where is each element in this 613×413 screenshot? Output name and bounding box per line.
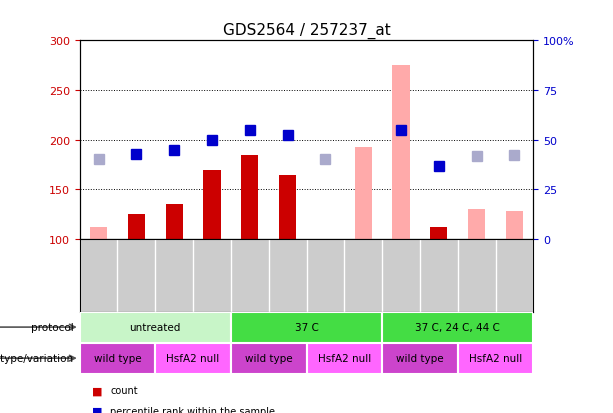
Bar	[242, 155, 258, 240]
Text: ■: ■	[92, 385, 102, 395]
Bar	[204, 170, 221, 240]
Bar	[458, 343, 533, 374]
Bar	[506, 212, 523, 240]
Text: protocol: protocol	[31, 322, 74, 332]
Text: 37 C, 24 C, 44 C: 37 C, 24 C, 44 C	[415, 322, 500, 332]
Bar	[128, 215, 145, 240]
Title: GDS2564 / 257237_at: GDS2564 / 257237_at	[223, 22, 390, 38]
Bar	[155, 343, 231, 374]
Text: wild type: wild type	[396, 353, 444, 363]
Text: genotype/variation: genotype/variation	[0, 353, 74, 363]
Text: wild type: wild type	[245, 353, 292, 363]
Text: percentile rank within the sample: percentile rank within the sample	[110, 406, 275, 413]
Bar	[80, 312, 231, 343]
Bar	[430, 228, 447, 240]
Text: 37 C: 37 C	[295, 322, 318, 332]
Text: HsfA2 null: HsfA2 null	[318, 353, 371, 363]
Bar	[80, 343, 155, 374]
Text: ■: ■	[92, 406, 102, 413]
Text: count: count	[110, 385, 138, 395]
Bar	[392, 66, 409, 240]
Text: wild type: wild type	[94, 353, 142, 363]
Bar	[231, 312, 382, 343]
Bar	[382, 343, 458, 374]
Bar	[279, 175, 296, 240]
Bar	[90, 228, 107, 240]
Bar	[382, 312, 533, 343]
Bar	[306, 343, 382, 374]
Text: untreated: untreated	[129, 322, 181, 332]
Text: HsfA2 null: HsfA2 null	[469, 353, 522, 363]
Bar	[166, 205, 183, 240]
Bar	[355, 147, 371, 240]
Text: HsfA2 null: HsfA2 null	[167, 353, 219, 363]
Bar	[468, 210, 485, 240]
Bar	[231, 343, 306, 374]
